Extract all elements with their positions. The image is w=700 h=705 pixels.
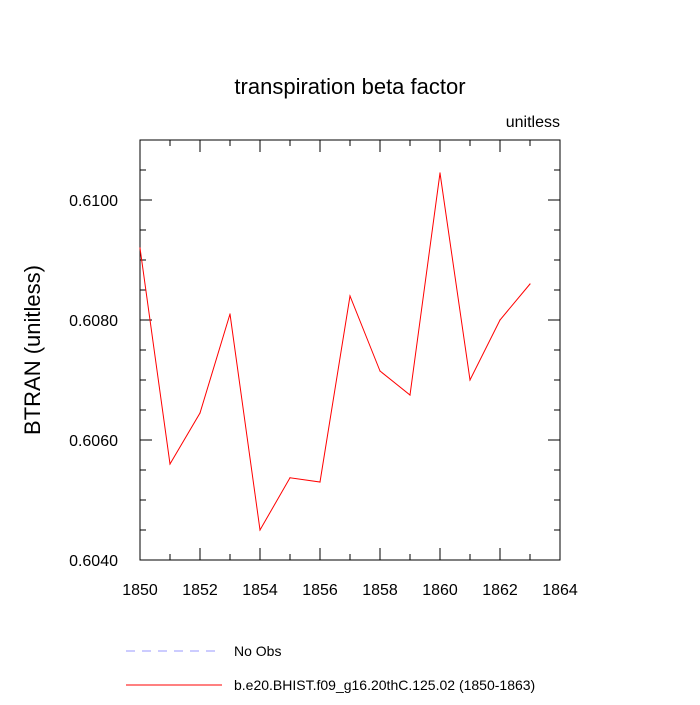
series-line (139, 172, 531, 532)
legend-label: b.e20.BHIST.f09_g16.20thC.125.02 (1850-1… (234, 677, 535, 693)
y-tick-label: 0.6080 (69, 313, 118, 330)
x-tick-label: 1864 (542, 582, 578, 599)
data-point (469, 379, 471, 381)
data-point (139, 247, 141, 249)
y-tick-labels: 0.6040 0.6060 0.6080 0.6100 (69, 193, 118, 570)
data-point (379, 370, 381, 372)
y-axis-label: BTRAN (unitless) (20, 265, 45, 435)
x-tick-label: 1860 (422, 582, 458, 599)
y-tick-label: 0.6040 (69, 553, 118, 570)
data-point (529, 283, 531, 285)
x-tick-label: 1850 (122, 582, 158, 599)
data-point (169, 463, 171, 465)
data-point (349, 295, 351, 297)
data-point (199, 412, 201, 414)
x-tick-label: 1858 (362, 582, 398, 599)
data-point (259, 529, 261, 531)
x-tick-label: 1856 (302, 582, 338, 599)
chart-title: transpiration beta factor (234, 74, 465, 99)
legend-label: No Obs (234, 643, 281, 659)
x-tick-labels: 1850 1852 1854 1856 1858 1860 1862 1864 (122, 582, 578, 599)
legend: No Obs b.e20.BHIST.f09_g16.20thC.125.02 (… (126, 643, 535, 693)
y-tick-label: 0.6060 (69, 433, 118, 450)
plot-frame (139, 139, 561, 561)
data-point (409, 394, 411, 396)
data-point (229, 313, 231, 315)
data-point (319, 481, 321, 483)
units-label: unitless (506, 114, 560, 131)
data-point (499, 319, 501, 321)
x-tick-label: 1854 (242, 582, 278, 599)
y-tick-label: 0.6100 (69, 193, 118, 210)
x-tick-label: 1852 (182, 582, 218, 599)
x-tick-label: 1862 (482, 582, 518, 599)
series-layer (139, 172, 531, 532)
data-point (439, 172, 441, 174)
data-point (289, 477, 291, 479)
axis-ticks (139, 140, 561, 561)
